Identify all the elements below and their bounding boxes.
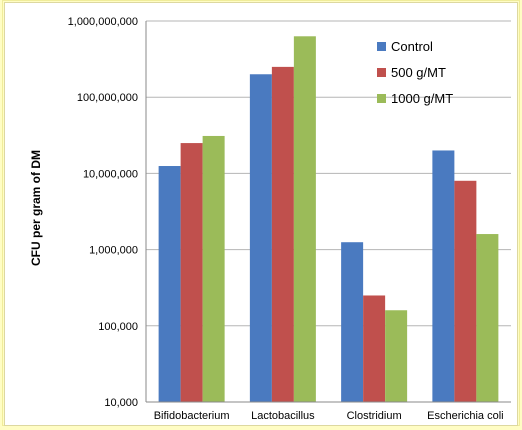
bar-1000-g-mt-lactobacillus (293, 36, 316, 402)
x-category-label: Escherichia coli (427, 410, 503, 422)
y-tick-label: 100,000,000 (77, 92, 138, 104)
legend-label: Control (391, 39, 433, 54)
bar-500-g-mt-clostridium (363, 295, 386, 402)
bar-control-bifidobacterium (158, 166, 181, 402)
bar-500-g-mt-escherichia-coli (454, 180, 477, 402)
bar-1000-g-mt-clostridium (385, 310, 408, 402)
bars (158, 36, 499, 403)
legend-label: 1000 g/MT (391, 91, 453, 106)
legend: Control 500 g/MT 1000 g/MT (377, 39, 453, 106)
bar-control-clostridium (341, 242, 364, 402)
bar-control-lactobacillus (249, 74, 272, 403)
chart-panel: 10,000 100,000 1,000,000 10,000,000 100,000,… (4, 2, 518, 426)
x-category-label: Bifidobacterium (154, 410, 230, 422)
legend-label: 500 g/MT (391, 65, 446, 80)
x-category-label: Clostridium (347, 410, 402, 422)
legend-swatch (377, 42, 386, 51)
y-tick-label: 100,000 (98, 321, 138, 333)
bar-500-g-mt-bifidobacterium (180, 143, 203, 402)
y-tick-label: 1,000,000 (89, 245, 138, 257)
bar-control-escherichia-coli (432, 150, 455, 402)
bar-1000-g-mt-bifidobacterium (202, 135, 225, 402)
x-category-label: Lactobacillus (251, 410, 315, 422)
y-tick-label: 10,000 (104, 397, 138, 409)
bar-500-g-mt-lactobacillus (271, 66, 294, 403)
legend-swatch (377, 94, 386, 103)
legend-swatch (377, 68, 386, 77)
y-tick-label: 1,000,000,000 (68, 16, 138, 28)
bar-chart: 10,000 100,000 1,000,000 10,000,000 100,000,… (29, 16, 511, 422)
bar-1000-g-mt-escherichia-coli (476, 234, 499, 402)
y-axis-title: CFU per gram of DM (29, 150, 43, 266)
y-tick-label: 10,000,000 (83, 168, 138, 180)
axes: 10,000 100,000 1,000,000 10,000,000 100,000,… (68, 16, 511, 422)
